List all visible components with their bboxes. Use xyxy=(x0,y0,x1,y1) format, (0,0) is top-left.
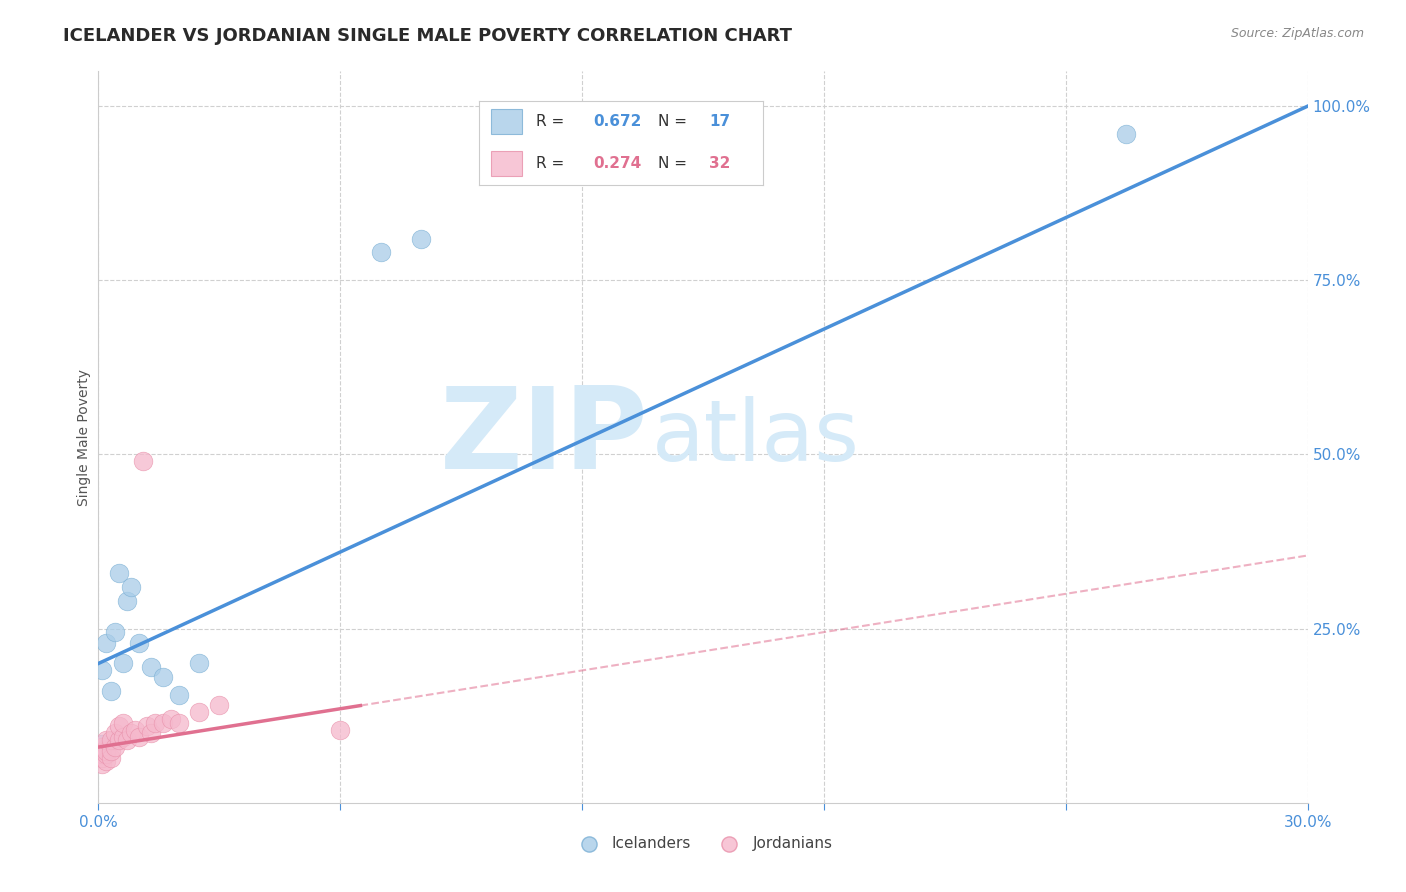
Point xyxy=(139,660,162,674)
Point xyxy=(96,635,118,649)
Text: atlas: atlas xyxy=(652,395,860,479)
Point xyxy=(188,705,211,719)
Point xyxy=(100,743,122,757)
Point xyxy=(329,723,352,737)
Y-axis label: Single Male Poverty: Single Male Poverty xyxy=(77,368,91,506)
Point xyxy=(100,733,122,747)
Point xyxy=(107,733,129,747)
Point xyxy=(124,723,146,737)
Point xyxy=(103,625,125,640)
Point xyxy=(167,715,190,730)
Point xyxy=(128,635,150,649)
Point xyxy=(139,726,162,740)
Point xyxy=(160,712,183,726)
Point xyxy=(1115,127,1137,141)
Text: ZIP: ZIP xyxy=(440,382,648,492)
Point xyxy=(111,730,134,744)
Point xyxy=(167,688,190,702)
Point xyxy=(115,594,138,608)
Point xyxy=(91,750,114,764)
Point xyxy=(132,454,155,468)
Point xyxy=(409,231,432,245)
Point xyxy=(152,670,174,684)
Point xyxy=(100,750,122,764)
Point xyxy=(91,664,114,678)
Point xyxy=(103,726,125,740)
Point xyxy=(96,754,118,768)
Legend: Icelanders, Jordanians: Icelanders, Jordanians xyxy=(568,830,838,857)
Point xyxy=(115,733,138,747)
Point xyxy=(91,747,114,761)
Point xyxy=(107,719,129,733)
Point xyxy=(120,726,142,740)
Point xyxy=(143,715,166,730)
Point xyxy=(96,747,118,761)
Point xyxy=(111,657,134,671)
Point xyxy=(111,715,134,730)
Point xyxy=(188,657,211,671)
Point xyxy=(91,740,114,755)
Text: ICELANDER VS JORDANIAN SINGLE MALE POVERTY CORRELATION CHART: ICELANDER VS JORDANIAN SINGLE MALE POVER… xyxy=(63,27,792,45)
Point xyxy=(96,743,118,757)
Point xyxy=(91,743,114,757)
Text: Source: ZipAtlas.com: Source: ZipAtlas.com xyxy=(1230,27,1364,40)
Point xyxy=(107,566,129,580)
Point xyxy=(100,684,122,698)
Point xyxy=(103,740,125,755)
Point xyxy=(96,733,118,747)
Point xyxy=(152,715,174,730)
Point xyxy=(91,737,114,751)
Point xyxy=(91,757,114,772)
Point xyxy=(135,719,157,733)
Point xyxy=(370,245,392,260)
Point xyxy=(128,730,150,744)
Point xyxy=(120,580,142,594)
Point xyxy=(208,698,231,713)
